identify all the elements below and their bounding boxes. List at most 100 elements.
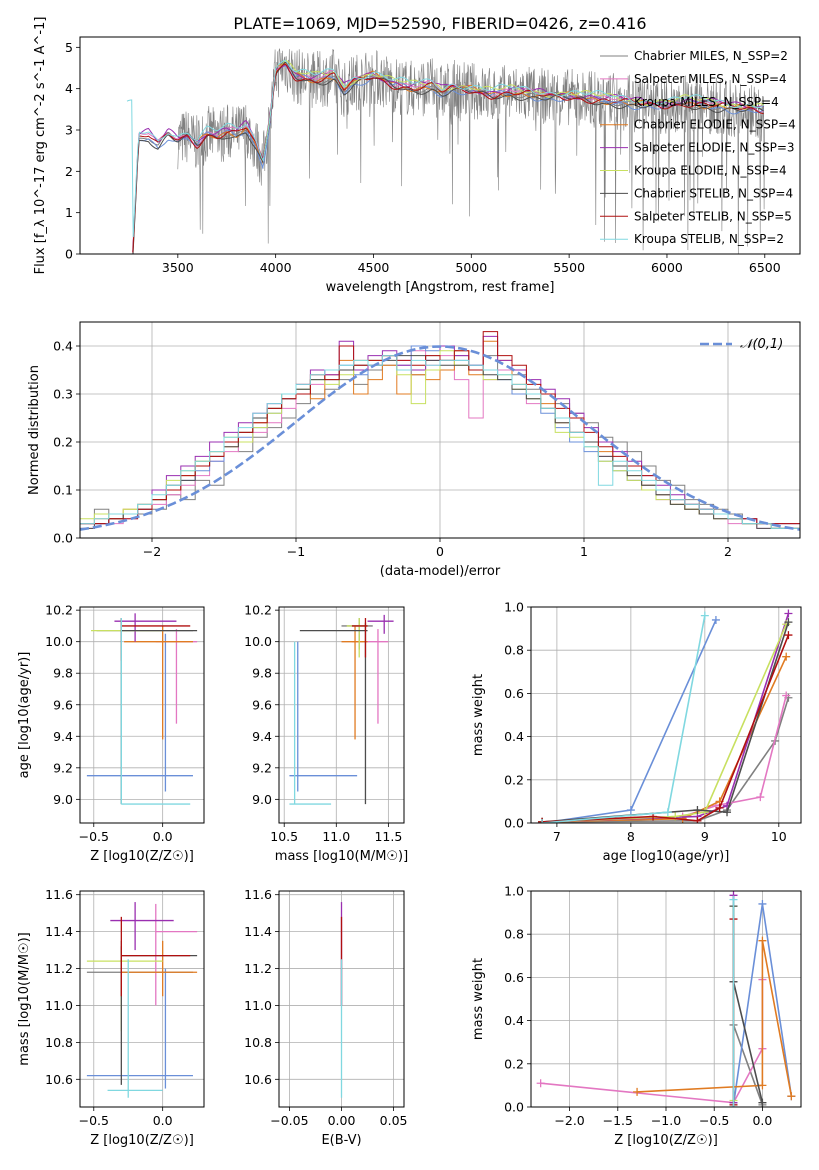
y-tick-label: 9.4 (53, 729, 73, 744)
y-tick-label: 10.6 (244, 1072, 272, 1087)
y-tick-label: 11.4 (45, 924, 73, 939)
spectrum-legend: Chabrier MILES, N_SSP=2 Salpeter MILES, N… (600, 49, 796, 246)
weight-marker (729, 1103, 738, 1107)
plot-area-weight-vs-z (531, 891, 801, 1107)
x-axis-label: E(B-V) (321, 1133, 361, 1148)
weight-marker (700, 611, 709, 620)
axes-frame (79, 890, 205, 1108)
legend-entry: Chabrier STELIB, N_SSP=4 (634, 186, 793, 200)
x-tick-label: 8 (627, 829, 635, 844)
y-tick-label: 0.2 (504, 1056, 524, 1071)
panel-age-vs-z: −0.5 0.0 9.0 9.2 9.4 9.6 9.8 10.0 10.2 Z [log10(Z… (17, 603, 205, 864)
y-tick-label: 0.3 (53, 387, 73, 402)
y-tick-label: 0.2 (53, 435, 73, 450)
weight-marker (758, 936, 767, 945)
panel-weight-vs-age: 7 8 9 10 0.0 0.2 0.4 0.6 0.8 1.0 age [log10(age/yr… (471, 600, 802, 864)
y-tick-label: 3 (65, 123, 73, 138)
y-tick-label: 9.8 (53, 666, 73, 681)
weight-marker (626, 806, 635, 815)
legend-entry: Salpeter MILES, N_SSP=4 (634, 72, 787, 86)
weight-marker (536, 1079, 545, 1088)
weight-marker (782, 652, 791, 661)
plot-area-mass-vs-z (80, 891, 204, 1107)
y-tick-label: 10.8 (45, 1035, 73, 1050)
y-tick-label: 10.2 (244, 603, 272, 618)
x-axis-label: Z [log10(Z/Z☉)] (90, 1133, 194, 1148)
x-axis-label: (data-model)/error (380, 564, 501, 579)
x-axis-label: Z [log10(Z/Z☉)] (90, 849, 194, 864)
y-tick-label: 10.0 (244, 634, 272, 649)
axes-frame (79, 36, 801, 255)
x-tick-label: 3500 (162, 260, 194, 275)
normal-distribution-curve (80, 345, 800, 531)
weight-marker (700, 808, 709, 817)
y-axis-label: Normed distribution (27, 365, 42, 495)
x-tick-label: −0.05 (270, 1113, 308, 1128)
y-tick-label: 0.0 (504, 1100, 524, 1115)
y-axis-label: age [log10(age/yr)] (17, 652, 32, 779)
x-axis-label: age [log10(age/yr)] (603, 849, 730, 864)
residual-histogram-8 (80, 355, 800, 529)
panel-mass-vs-z: −0.5 0.0 10.6 10.8 11.0 11.2 11.4 11.6 Z [log10(… (17, 887, 205, 1148)
weight-marker (758, 1098, 767, 1107)
y-tick-label: 0.4 (504, 729, 524, 744)
panels-layer: 3500 4000 4500 5000 5500 6000 6500 0 1 2 3 4 5 wavele… (17, 17, 802, 1148)
y-tick-label: 1.0 (504, 600, 524, 615)
y-tick-label: 9.0 (53, 792, 73, 807)
weight-line-8 (542, 615, 706, 823)
y-tick-label: 2 (65, 164, 73, 179)
legend-entry: Chabrier MILES, N_SSP=2 (634, 49, 788, 63)
axes-frame (530, 606, 802, 824)
x-tick-label: −1 (287, 544, 305, 559)
y-tick-label: 1.0 (504, 884, 524, 899)
legend-entry: Kroupa MILES, N_SSP=4 (634, 95, 779, 109)
legend-entry: Kroupa STELIB, N_SSP=2 (634, 232, 784, 246)
weight-marker (784, 609, 793, 618)
plot-area-spectrum (126, 48, 765, 254)
legend-entry: Salpeter STELIB, N_SSP=5 (634, 209, 792, 223)
weight-line-0 (542, 697, 790, 823)
weight-line-3 (637, 940, 793, 1097)
y-axis-label: mass [log10(M/M☉)] (17, 932, 32, 1065)
weight-line-1 (542, 695, 787, 823)
axes-frame (278, 606, 405, 824)
x-tick-label: 9 (701, 829, 709, 844)
legend-entry: Kroupa ELODIE, N_SSP=4 (634, 164, 787, 178)
x-tick-label: 0.0 (153, 1113, 173, 1128)
y-tick-label: 11.2 (45, 961, 73, 976)
y-tick-label: 0.4 (504, 1013, 524, 1028)
weight-marker (758, 1081, 767, 1090)
x-tick-label: −2 (143, 544, 161, 559)
weight-line-4 (542, 613, 790, 823)
y-tick-label: 9.2 (53, 760, 73, 775)
y-tick-label: 0.0 (504, 816, 524, 831)
x-axis-label: mass [log10(M/M☉)] (275, 849, 408, 864)
x-tick-label: 0.0 (153, 829, 173, 844)
weight-marker (663, 808, 672, 817)
weight-marker (538, 819, 547, 823)
x-tick-label: 11.5 (374, 829, 402, 844)
y-tick-label: 0 (65, 247, 73, 262)
weight-line-6 (542, 621, 790, 823)
y-tick-label: 0.1 (53, 483, 73, 498)
y-tick-label: 5 (65, 40, 73, 55)
y-axis-label: Flux [f_λ 10^-17 erg cm^-2 s^-1 A^-1] (33, 17, 48, 275)
model-spectrum-line-7 (132, 63, 764, 253)
model-spectrum-line-5 (262, 59, 764, 161)
y-tick-label: 4 (65, 81, 73, 96)
y-tick-label: 10.6 (45, 1072, 73, 1087)
y-axis-label: mass weight (471, 674, 486, 756)
y-tick-label: 11.4 (244, 924, 272, 939)
x-tick-label: 1 (580, 544, 588, 559)
panel-spectrum: 3500 4000 4500 5000 5500 6000 6500 0 1 2 3 4 5 wavele… (33, 17, 801, 295)
weight-marker (729, 895, 738, 904)
x-tick-label: −0.5 (699, 1113, 729, 1128)
legend-entry: 𝒩(0,1) (740, 337, 783, 352)
x-tick-label: 6000 (651, 260, 683, 275)
weight-marker (784, 631, 793, 640)
y-tick-label: 10.0 (45, 634, 73, 649)
y-tick-label: 9.2 (252, 760, 272, 775)
x-tick-label: 4500 (358, 260, 390, 275)
model-spectrum-line-8 (126, 59, 765, 238)
weight-line-1 (540, 979, 764, 1104)
